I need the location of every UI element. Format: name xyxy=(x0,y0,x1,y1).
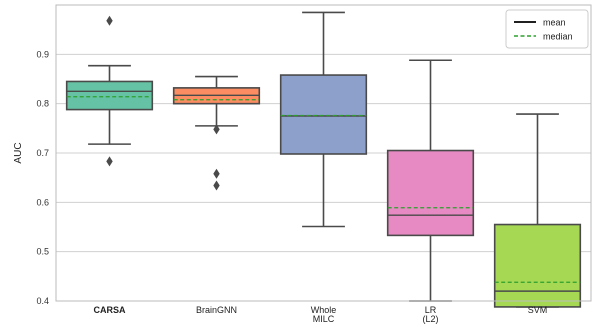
box-whole-milc xyxy=(279,11,368,228)
iqr-box xyxy=(279,74,368,155)
y-tick-label: 0.8 xyxy=(36,99,49,109)
box-svm xyxy=(493,113,582,308)
legend-frame xyxy=(505,9,589,49)
plot-frame xyxy=(55,4,592,302)
iqr-box xyxy=(386,149,475,237)
iqr-box xyxy=(65,80,154,111)
iqr-box xyxy=(493,223,582,308)
outlier-point xyxy=(213,124,220,135)
legend: mean median xyxy=(505,9,589,49)
y-tick-label: 0.4 xyxy=(36,296,49,306)
box-carsa xyxy=(65,15,154,167)
boxes xyxy=(65,11,582,308)
outlier-point xyxy=(213,168,220,179)
x-tick-label: BrainGNN xyxy=(196,305,237,315)
y-tick-label: 0.9 xyxy=(36,49,49,59)
x-tick-label: MILC xyxy=(313,314,335,324)
outlier-point xyxy=(106,15,113,26)
y-tick-label: 0.5 xyxy=(36,247,49,257)
x-tick-label: SVM xyxy=(528,305,548,315)
x-tick-label: Whole xyxy=(311,305,337,315)
outlier-point xyxy=(106,156,113,167)
y-tick-label: 0.7 xyxy=(36,148,49,158)
x-tick-label: LR xyxy=(425,305,437,315)
y-tick-label: 0.6 xyxy=(36,197,49,207)
x-tick-label: (L2) xyxy=(422,314,438,324)
box-braingnn xyxy=(172,75,261,191)
x-tick-label: CARSA xyxy=(93,305,126,315)
legend-label-mean: mean xyxy=(543,18,566,28)
legend-label-median: median xyxy=(543,32,573,42)
box-lr-l2- xyxy=(386,59,475,302)
y-axis-label: AUC xyxy=(13,142,24,163)
outlier-point xyxy=(213,180,220,191)
y-axis-ticks: 0.4 0.5 0.6 0.7 0.8 0.9 xyxy=(36,49,49,306)
